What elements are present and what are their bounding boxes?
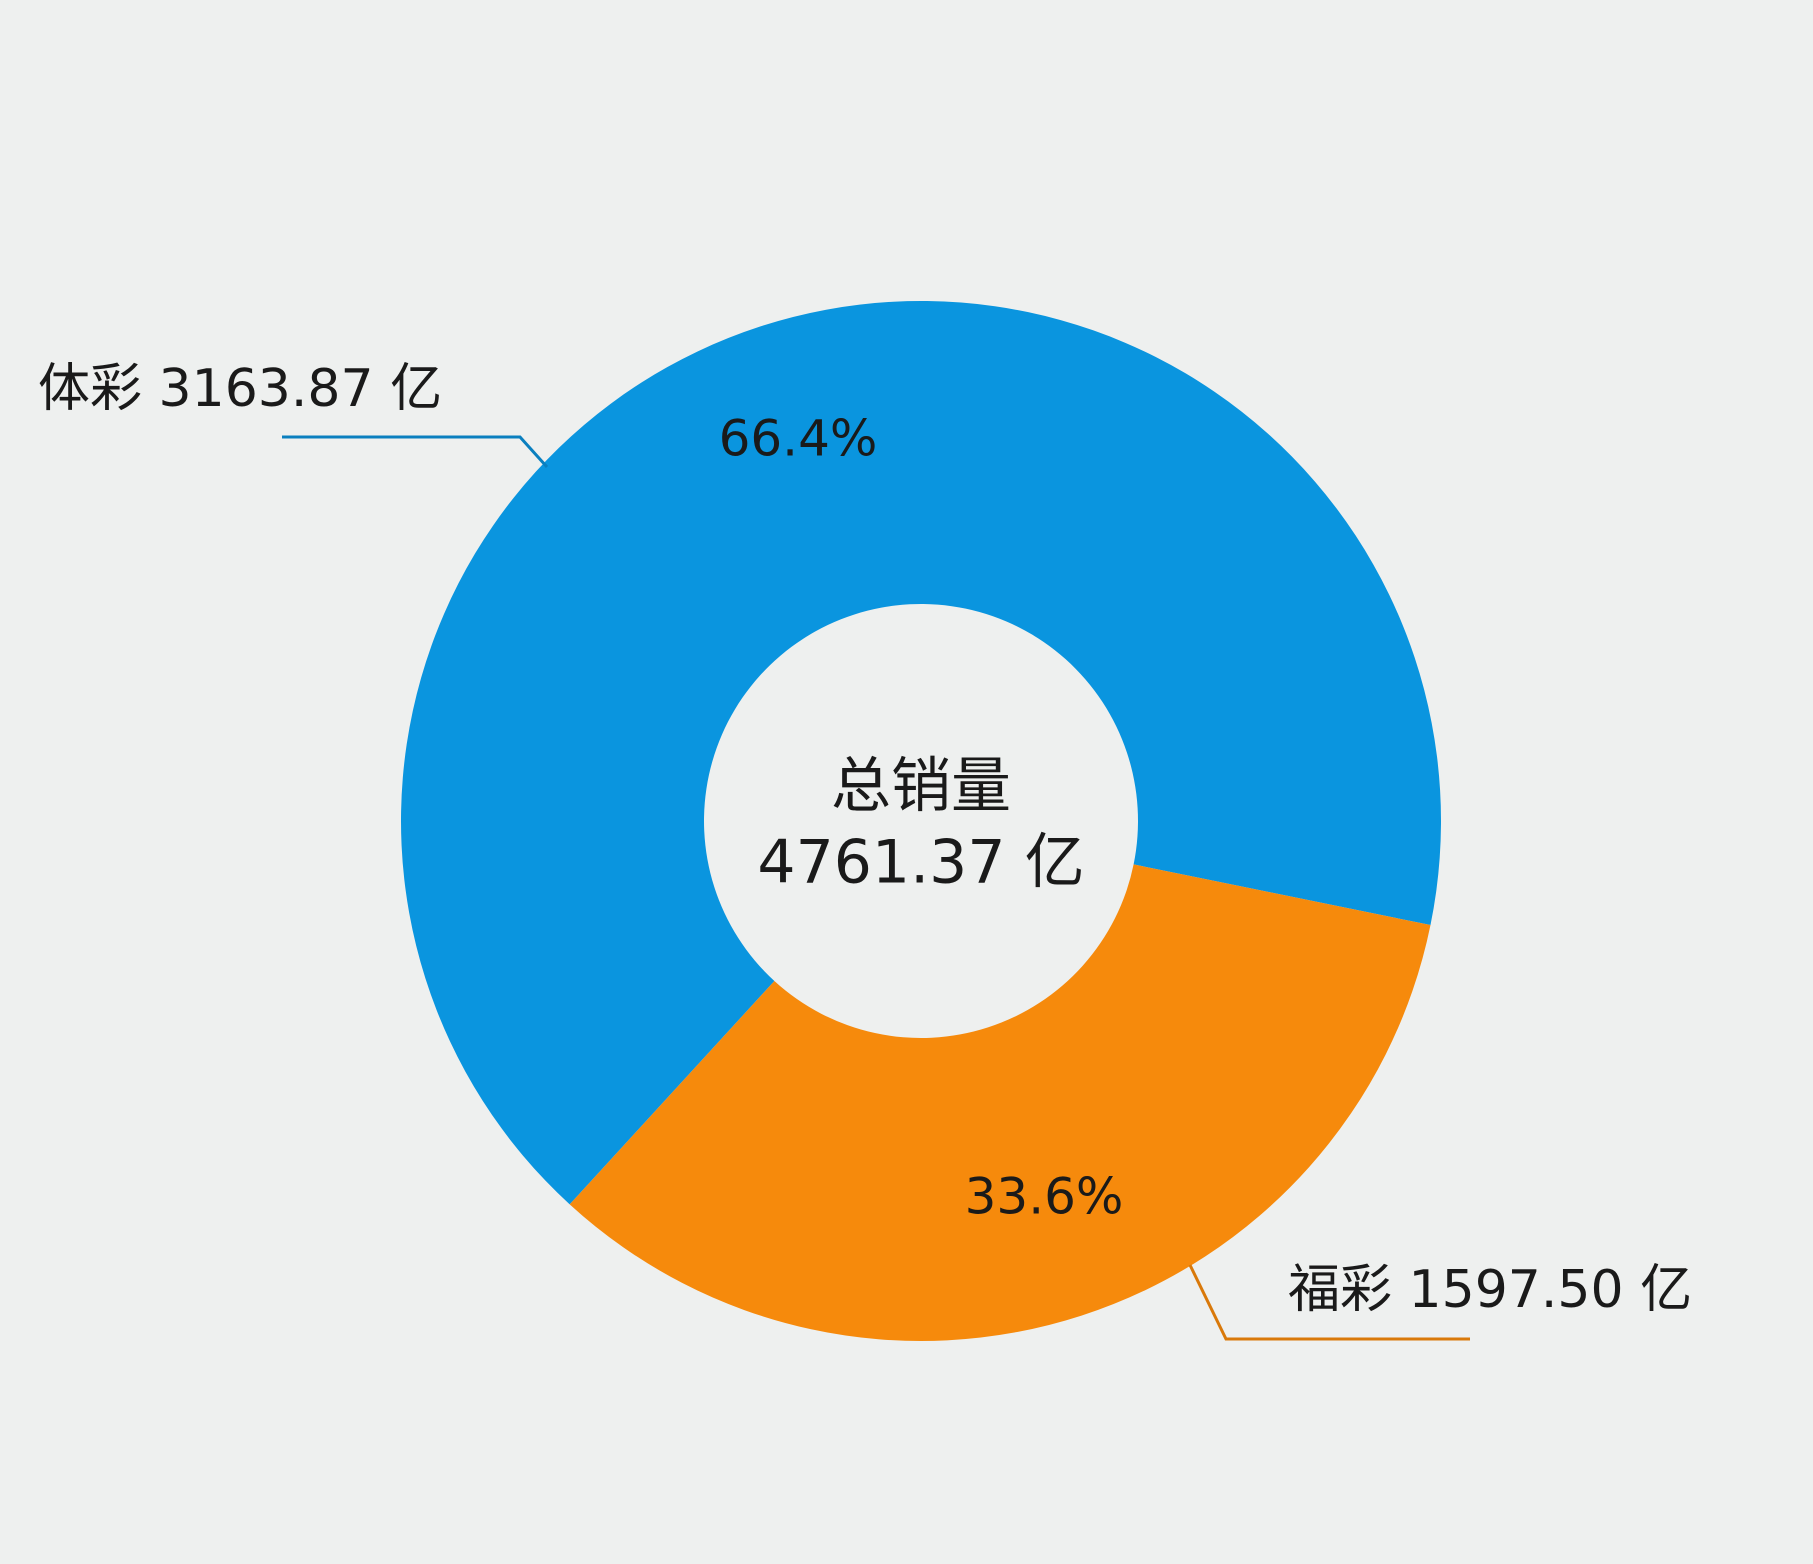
- leader-line: [1188, 1264, 1470, 1341]
- outer-label: 福彩 1597.50 亿: [1288, 1260, 1692, 1320]
- outer-label: 体彩 3163.87 亿: [38, 359, 442, 419]
- donut-slice: [569, 864, 1431, 1341]
- value-label: 66.4%: [719, 409, 878, 467]
- donut: [400, 301, 1442, 1341]
- center-label: 4761.37 亿: [757, 828, 1084, 898]
- center-title: 总销量: [831, 752, 1011, 822]
- leader-line: [282, 435, 549, 469]
- value-label: 33.6%: [965, 1168, 1124, 1226]
- donut-slice: [400, 301, 1442, 1205]
